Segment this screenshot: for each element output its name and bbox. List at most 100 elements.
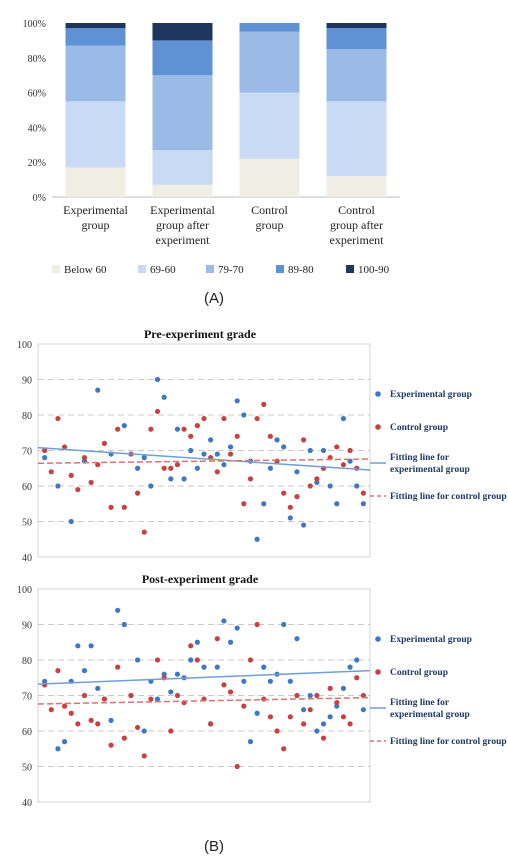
control-point xyxy=(214,636,220,642)
control-point xyxy=(68,710,74,716)
legend-marker xyxy=(375,391,381,397)
control-point xyxy=(208,721,214,727)
control-point xyxy=(347,447,353,454)
experimental-point xyxy=(115,607,121,613)
control-point xyxy=(287,714,293,720)
control-point xyxy=(281,490,287,496)
control-point xyxy=(48,469,54,475)
category-label: Experimental xyxy=(63,203,128,217)
experimental-point xyxy=(254,536,260,542)
category-label: group after xyxy=(156,218,209,232)
experimental-point xyxy=(121,621,127,628)
experimental-point xyxy=(194,465,200,471)
y-tick-label: 50 xyxy=(22,763,32,774)
experimental-point xyxy=(320,721,327,727)
control-point xyxy=(168,465,174,471)
category-label: experiment xyxy=(156,233,211,247)
legend-label: Below 60 xyxy=(64,264,107,276)
chart-title: Pre-experiment grade xyxy=(144,327,257,341)
legend-label: 89-80 xyxy=(288,264,314,276)
control-point xyxy=(81,692,88,699)
control-point xyxy=(135,724,141,731)
legend-swatch xyxy=(276,265,284,273)
category-label: Control xyxy=(251,203,288,217)
control-point xyxy=(227,451,234,457)
experimental-point xyxy=(234,625,240,631)
control-point xyxy=(161,465,167,471)
control-point xyxy=(188,433,194,439)
control-point xyxy=(88,717,94,723)
experimental-point xyxy=(301,522,307,528)
bar-segment xyxy=(326,101,387,177)
control-point xyxy=(247,657,254,663)
experimental-point xyxy=(201,664,207,670)
control-point xyxy=(267,433,273,439)
control-point xyxy=(88,479,94,486)
legend-label: experimental group xyxy=(390,465,470,475)
control-point xyxy=(307,707,313,713)
stacked-bar-chart: 0%20%40%60%80%100%ExperimentalgroupExper… xyxy=(23,19,400,276)
legend-label: 100-90 xyxy=(358,264,390,276)
bar-segment xyxy=(65,101,126,168)
experimental-point xyxy=(108,717,114,723)
legend-label: Fitting line for control group xyxy=(390,737,507,747)
experimental-point xyxy=(201,451,207,457)
experimental-point xyxy=(61,739,68,745)
control-point xyxy=(241,703,247,709)
panel-label-a: (A) xyxy=(204,290,224,307)
control-point xyxy=(135,490,141,496)
bar-segment xyxy=(152,150,213,185)
control-point xyxy=(301,437,307,443)
category-label: Experimental xyxy=(150,203,215,217)
experimental-point xyxy=(221,618,227,624)
control-point xyxy=(188,643,194,649)
experimental-point xyxy=(307,692,313,699)
legend-label: experimental group xyxy=(390,710,470,720)
experimental-point xyxy=(267,678,273,684)
experimental-point xyxy=(301,707,307,713)
experimental-point xyxy=(327,714,333,720)
y-tick-label: 70 xyxy=(22,692,32,703)
control-point xyxy=(81,455,88,461)
legend-label: Fitting line for control group xyxy=(390,492,507,502)
y-tick-label: 40% xyxy=(28,123,46,134)
experimental-point xyxy=(141,728,147,734)
control-point xyxy=(148,426,154,432)
experimental-point xyxy=(360,707,366,713)
legend-label: Fitting line for xyxy=(390,698,450,708)
legend-swatch xyxy=(138,265,146,273)
experimental-point xyxy=(75,643,81,649)
experimental-point xyxy=(168,689,174,695)
chart-title: Post-experiment grade xyxy=(142,572,259,586)
bar-segment xyxy=(65,23,126,29)
experimental-point xyxy=(254,710,260,716)
y-tick-label: 100 xyxy=(17,585,32,596)
control-point xyxy=(221,415,227,422)
control-point xyxy=(360,692,366,699)
control-point xyxy=(214,469,220,475)
experimental-point xyxy=(307,447,313,454)
bar-segment xyxy=(65,167,126,197)
category-label: experiment xyxy=(330,233,385,247)
y-tick-label: 80 xyxy=(22,411,32,422)
experimental-point xyxy=(95,387,101,393)
legend-label: 69-60 xyxy=(150,264,176,276)
panel-label-b: (B) xyxy=(204,838,224,855)
legend-label: Experimental group xyxy=(390,635,472,645)
experimental-point xyxy=(274,437,280,443)
legend-swatch xyxy=(52,265,60,273)
experimental-point xyxy=(214,664,220,670)
y-tick-label: 40 xyxy=(22,798,32,809)
bar-segment xyxy=(65,45,126,102)
y-tick-label: 40 xyxy=(22,553,32,564)
control-point xyxy=(108,504,114,510)
control-point xyxy=(247,476,254,482)
y-tick-label: 90 xyxy=(22,376,32,387)
experimental-point xyxy=(281,621,287,628)
control-point xyxy=(154,408,161,415)
category-label: group after xyxy=(330,218,383,232)
legend-label: Fitting line for xyxy=(390,453,450,463)
experimental-point xyxy=(181,476,187,482)
control-point xyxy=(294,692,300,699)
experimental-point xyxy=(174,671,181,677)
